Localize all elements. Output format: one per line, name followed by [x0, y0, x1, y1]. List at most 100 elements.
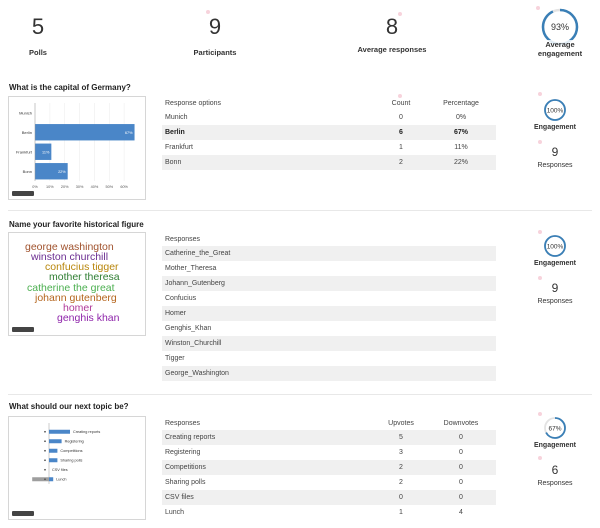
section-divider: [8, 394, 592, 395]
cloud-word: george washington: [25, 241, 114, 253]
option-cell: Catherine_the_Great: [162, 246, 496, 261]
table-header: Response options Count Percentage: [162, 96, 496, 110]
poll-title: Name your favorite historical figure: [9, 220, 144, 229]
avg-responses-stat: 8 Average responses: [347, 14, 437, 54]
cloud-word: catherine the great: [27, 282, 115, 294]
table-row: Frankfurt 1 11%: [162, 140, 496, 155]
downvotes-cell: 0: [459, 449, 463, 456]
pct-cell: 22%: [426, 155, 496, 170]
tick-label: 20%: [61, 185, 69, 189]
polls-label: Polls: [29, 48, 47, 57]
option-cell: Bonn: [162, 155, 376, 170]
category-label: Frankfurt: [16, 149, 33, 154]
row-dot: [44, 440, 46, 443]
participants-stat: 9 Participants: [170, 14, 260, 57]
svg-text:100%: 100%: [547, 108, 564, 115]
row-dot: [44, 449, 46, 452]
decor-dot: [538, 276, 542, 280]
brand-logo: [12, 327, 34, 332]
upvotes-cell: 3: [399, 449, 403, 456]
table-row: Confucius: [162, 291, 496, 306]
upvote-bar: [49, 458, 58, 463]
avg-responses-label: Average responses: [357, 45, 427, 54]
table-row: Registering 3 0: [162, 445, 496, 460]
table-row: Sharing polls 2 0: [162, 475, 496, 490]
summary-bar: 5 Polls 9 Participants 8 Average respons…: [0, 0, 600, 70]
avg-engagement-value: 93%: [551, 22, 569, 32]
upvotes-cell: 1: [399, 509, 403, 516]
decor-dot: [536, 6, 540, 10]
engagement-ring: 100%: [544, 99, 566, 121]
upvotes-cell: 0: [376, 490, 426, 505]
engagement-ring: 100%: [544, 235, 566, 257]
downvotes-cell: 0: [426, 460, 496, 475]
decor-dot: [538, 92, 542, 96]
option-cell: George_Washington: [162, 366, 496, 381]
option-cell: Munich: [165, 114, 188, 121]
table-row: Genghis_Khan: [162, 321, 496, 336]
downvotes-cell: 0: [459, 479, 463, 486]
upvote-bar: [49, 429, 70, 434]
poll-title: What should our next topic be?: [9, 402, 129, 411]
count-cell: 1: [399, 144, 403, 151]
tick-label: 0%: [32, 185, 38, 189]
data-label: 11%: [42, 150, 50, 154]
option-cell: Homer: [162, 306, 496, 321]
svg-text:100%: 100%: [547, 244, 564, 251]
option-cell: Lunch: [165, 509, 185, 516]
table-header: Responses Upvotes Downvotes: [162, 416, 496, 430]
category-label: Bonn: [23, 169, 32, 174]
upvotes-cell: 5: [376, 430, 426, 445]
option-cell: Competitions: [162, 460, 376, 475]
table-header: Responses: [162, 232, 496, 246]
row-dot: [44, 430, 46, 433]
responses-label: Responses: [537, 480, 573, 487]
decor-dot: [538, 456, 542, 460]
decor-dot: [538, 230, 542, 234]
poll-2-engagement: 100% Engagement 9 Responses: [525, 234, 585, 305]
upvotes-cell: 2: [399, 479, 403, 486]
responses-count: 9: [551, 145, 559, 159]
table-row: George_Washington: [162, 366, 496, 381]
responses-count: 6: [551, 463, 559, 477]
tick-label: 50%: [105, 185, 113, 189]
count-cell: 6: [376, 125, 426, 140]
poll-1-thumbnail[interactable]: 0% 10% 20% 30% 40% 50% 60% Munich Berlin 67% Frank…: [8, 96, 146, 200]
poll-1-engagement: 100% Engagement 9 Responses: [525, 98, 585, 169]
row-dot: [44, 459, 46, 462]
category-label: Berlin: [22, 130, 32, 135]
option-cell: Registering: [165, 449, 201, 456]
cloud-word: genghis khan: [57, 312, 120, 324]
avg-responses-count: 8: [385, 14, 399, 39]
participants-count: 9: [208, 14, 222, 39]
count-cell: 0: [399, 114, 403, 121]
responses-label: Responses: [537, 162, 573, 169]
category-label: Lunch: [56, 478, 66, 482]
section-divider: [8, 210, 592, 211]
option-cell: Winston_Churchill: [162, 336, 496, 351]
cloud-word: homer: [63, 302, 93, 314]
polls-count: 5: [31, 14, 45, 39]
decor-dot: [398, 94, 402, 98]
table-row: Catherine_the_Great: [162, 246, 496, 261]
cloud-word: johann gutenberg: [35, 292, 117, 304]
col-header: Response options: [165, 99, 222, 107]
option-cell: Frankfurt: [165, 144, 194, 151]
engagement-label: Engagement: [533, 260, 576, 267]
poll-3-results-table: Responses Upvotes Downvotes Creating rep…: [162, 416, 496, 520]
col-header: Count: [391, 99, 411, 107]
option-cell: Johann_Gutenberg: [162, 276, 496, 291]
poll-2-thumbnail[interactable]: george washington winston churchill conf…: [8, 232, 146, 336]
poll-3-engagement: 67% Engagement 6 Responses: [525, 416, 585, 487]
category-label: Registering: [65, 440, 84, 444]
engagement-label: Engagement: [533, 442, 576, 449]
data-label: 67%: [125, 131, 133, 135]
cloud-word: confucius tigger: [45, 261, 119, 273]
capital-bar-chart: 0% 10% 20% 30% 40% 50% 60% Munich Berlin 67% Frank…: [16, 103, 135, 189]
decor-dot: [538, 412, 542, 416]
option-cell: CSV files: [162, 490, 376, 505]
poll-title: What is the capital of Germany?: [9, 83, 131, 92]
option-cell: Sharing polls: [165, 479, 206, 486]
poll-3-thumbnail[interactable]: Creating reports Registering Competitions S…: [8, 416, 146, 520]
tick-label: 60%: [120, 185, 128, 189]
